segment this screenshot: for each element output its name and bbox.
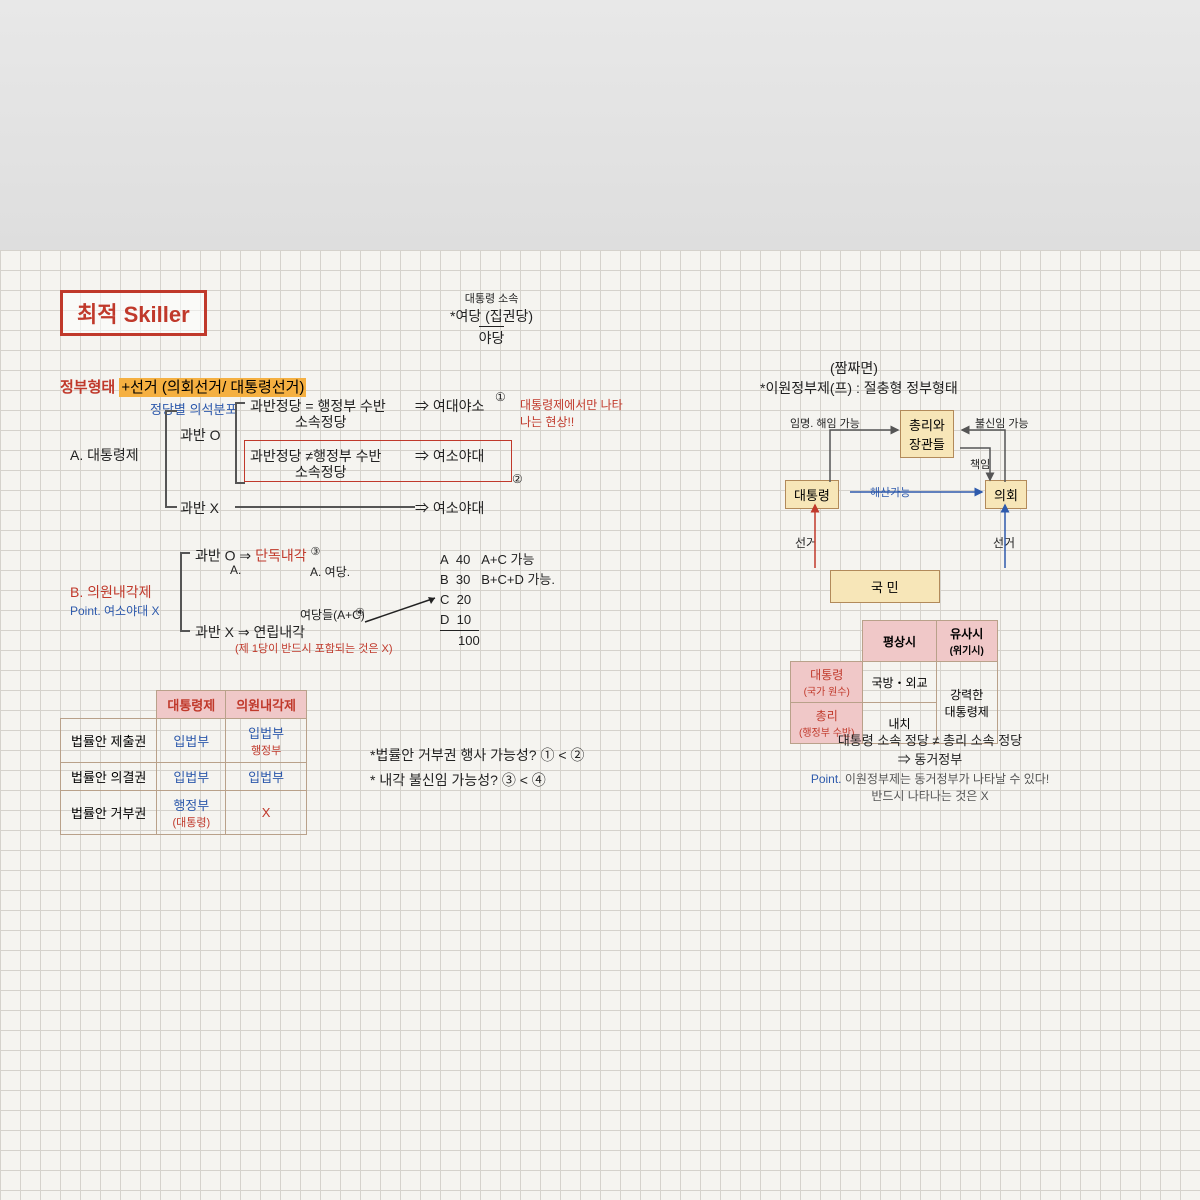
table-row: 대통령(국가 원수) 국방・외교 강력한 대통령제 xyxy=(791,662,998,703)
tally-row: A 40 A+C 가능 xyxy=(440,550,555,570)
sectionA-label: A. 대통령제 xyxy=(70,445,139,465)
tally-total: 100 xyxy=(440,631,555,651)
notebook-page: 최적 Skiller 정부형태 +선거 (의회선거/ 대통령선거) 정당별 의석… xyxy=(0,250,1200,1200)
tally-block: A 40 A+C 가능 B 30 B+C+D 가능. C 20 D 10 100 xyxy=(440,550,555,651)
a-b1: 과반 O xyxy=(180,425,221,445)
right-sub: *이원정부제(프) : 절충형 정부형태 xyxy=(760,378,958,398)
cmp-h2: 의원내각제 xyxy=(226,691,307,719)
node-parliament: 의회 xyxy=(985,480,1027,509)
qa-q2: * 내각 불신임 가능성? ③ < ④ xyxy=(370,770,546,790)
sectionB-point: Point. 여소야대 X xyxy=(70,602,160,619)
a-r3out: ⇒ 여소야대 xyxy=(415,498,484,518)
b-b1-red: 단독내각 xyxy=(255,548,307,564)
right-foot2: ⇒ 동거정부 xyxy=(800,749,1060,768)
topic-prefix: 정부형태 xyxy=(60,379,115,396)
b-b1-num: ③ xyxy=(310,546,320,558)
right-foot1: 대통령 소속 정당 ≠ 총리 소속 정당 xyxy=(800,730,1060,749)
top-note: 대통령 소속 *여당 (집권당) 야당 xyxy=(450,290,533,348)
top-note-l1: *여당 (집권당) xyxy=(450,306,533,326)
title-box: 최적 Skiller xyxy=(60,290,207,336)
bracket-a-h1 xyxy=(165,410,177,412)
a-r1out: ⇒ 여대야소 xyxy=(415,396,484,416)
b-b1-txt: 과반 O ⇒ xyxy=(195,548,251,564)
table-row: 법률안 의결권 입법부 입법부 xyxy=(61,763,307,791)
b-b2num: ④ xyxy=(355,606,365,619)
b-b1sub: A. xyxy=(230,563,241,577)
tally-row: D 10 xyxy=(440,610,479,631)
edge-resp: 책임 xyxy=(970,456,990,472)
bracket-a1-h2 xyxy=(235,482,245,484)
cmp-table-wrap: 대통령제 의원내각제 법률안 제출권 입법부 입법부행정부 법률안 의결권 입법… xyxy=(60,690,307,835)
title-text: 최적 Skiller xyxy=(77,302,190,327)
bracket-a1-h1 xyxy=(235,402,245,404)
right-foot: 대통령 소속 정당 ≠ 총리 소속 정당 ⇒ 동거정부 xyxy=(800,730,1060,768)
cmp-table: 대통령제 의원내각제 법률안 제출권 입법부 입법부행정부 법률안 의결권 입법… xyxy=(60,690,307,835)
bracket-b-v xyxy=(180,552,182,630)
edge-dissolve: 해산가능 xyxy=(870,484,910,500)
bracket-a-v xyxy=(165,410,167,506)
folded-paper-top xyxy=(0,0,1200,250)
sectionB-label: B. 의원내각제 xyxy=(70,582,152,602)
bracket-a-h2 xyxy=(165,506,177,508)
top-note-l2: 야당 xyxy=(479,326,505,348)
a-r1b: 소속정당 xyxy=(295,412,347,432)
tally-row: C 20 xyxy=(440,590,555,610)
a-r2-redbox xyxy=(244,440,512,482)
right-point: Point. 이원정부제는 동거정부가 나타날 수 있다!반드시 나타나는 것은… xyxy=(790,770,1070,804)
topic-highlight: +선거 (의회선거/ 대통령선거) xyxy=(119,378,306,397)
table-row: 법률안 거부권 행정부(대통령) X xyxy=(61,791,307,835)
rt-h2: 유사시(위기시) xyxy=(936,621,997,662)
edge-vote1: 선거 xyxy=(795,534,817,551)
b-b1: 과반 O ⇒ 단독내각 ③ xyxy=(195,545,320,566)
b-b2note: (제 1당이 반드시 포함되는 것은 X) xyxy=(235,640,393,656)
arrow-coalition xyxy=(360,590,450,630)
a-r2num: ② xyxy=(512,472,523,486)
a-b2: 과반 X xyxy=(180,498,219,518)
top-note-small: 대통령 소속 xyxy=(450,290,533,306)
table-row: 법률안 제출권 입법부 입법부행정부 xyxy=(61,719,307,763)
node-president: 대통령 xyxy=(785,480,839,509)
tally-row: B 30 B+C+D 가능. xyxy=(440,570,555,590)
node-people: 국 민 xyxy=(830,570,940,603)
rt-h1: 평상시 xyxy=(863,621,936,662)
bracket-b-h2 xyxy=(180,630,190,632)
edge-noconf: 불신임 가능 xyxy=(975,415,1029,431)
bracket-b-h1 xyxy=(180,552,190,554)
node-pm: 총리와 장관들 xyxy=(900,410,954,458)
edge-appoint: 임명. 해임 가능 xyxy=(790,415,860,431)
right-heading: (짬짜면) xyxy=(830,358,878,378)
qa-q1: *법률안 거부권 행사 가능성? ① < ② xyxy=(370,745,584,765)
bracket-a1-v xyxy=(235,402,237,482)
edge-vote2: 선거 xyxy=(993,534,1015,551)
a-r3-line xyxy=(235,506,415,508)
b-b1subR: A. 여당. xyxy=(310,563,350,580)
b-b2a: 과반 X ⇒ 연립내각 xyxy=(195,622,305,642)
right-table: 평상시 유사시(위기시) 대통령(국가 원수) 국방・외교 강력한 대통령제 총… xyxy=(790,620,998,744)
a-r1num: ① xyxy=(495,390,506,404)
a-r1note: 대통령제에서만 나타나는 현상!! xyxy=(520,396,630,430)
cmp-h1: 대통령제 xyxy=(157,691,226,719)
right-table-wrap: 평상시 유사시(위기시) 대통령(국가 원수) 국방・외교 강력한 대통령제 총… xyxy=(790,620,998,744)
